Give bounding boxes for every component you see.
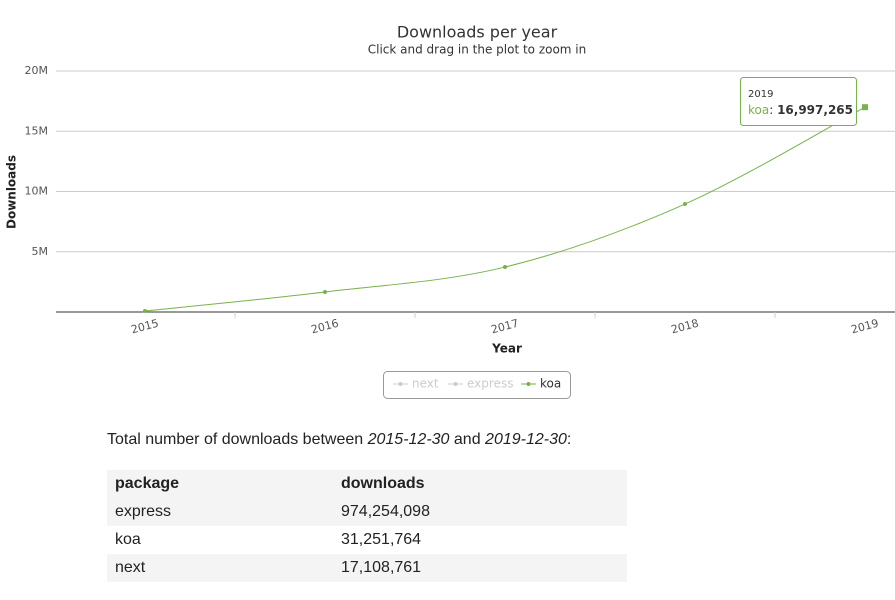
- summary-text: :: [566, 431, 572, 448]
- table-row: next 17,108,761: [107, 554, 627, 582]
- summary: Total number of downloads between 2015-1…: [107, 431, 571, 449]
- tooltip: 2019 koa: 16,997,265: [740, 77, 857, 126]
- line: [144, 106, 866, 312]
- x-axis-label: Year: [491, 342, 522, 356]
- legend-swatch-dot: [453, 382, 458, 386]
- table-cell: 31,251,764: [341, 531, 422, 548]
- table-row: express 974,254,098: [107, 498, 627, 526]
- summary-text: Total number of downloads between: [107, 431, 368, 448]
- y-tick-label: 5M: [32, 245, 49, 258]
- table-cell: next: [115, 559, 146, 576]
- legend-swatch-dot: [398, 382, 403, 386]
- y-tick-label: 15M: [25, 124, 49, 137]
- point: [683, 202, 687, 207]
- point: [503, 265, 507, 270]
- x-tick-label: 2017: [490, 317, 520, 337]
- tooltip-line: koa: 16,997,265: [748, 103, 853, 117]
- tooltip-category: 2019: [748, 89, 773, 100]
- legend-swatch-dot: [526, 382, 531, 386]
- table-cell: koa: [115, 531, 141, 548]
- header-cell: package: [115, 475, 180, 492]
- x-tick-label: 2019: [850, 317, 880, 337]
- point: [143, 309, 147, 314]
- legend-label: next: [412, 377, 439, 391]
- x-tick-label: 2016: [310, 317, 340, 337]
- table-row: koa 31,251,764: [107, 526, 627, 554]
- legend-label: express: [467, 377, 513, 391]
- end-date: 2019-12-30: [485, 431, 567, 448]
- start-date: 2015-12-30: [367, 431, 450, 448]
- y-tick-label: 10M: [25, 185, 49, 198]
- point: [323, 289, 327, 294]
- legend-label: koa: [540, 377, 561, 391]
- table-cell: 17,108,761: [341, 559, 422, 576]
- tooltip-colon: :: [769, 103, 777, 117]
- tooltip-box: [740, 77, 857, 126]
- x-tick-label: 2015: [130, 317, 160, 337]
- header-cell: downloads: [341, 475, 425, 492]
- x-tick-label: 2018: [670, 317, 700, 337]
- downloads-table: package downloads express 974,254,098 koa 31,…: [107, 470, 627, 582]
- chart-subtitle: Click and drag in the plot to zoom in: [368, 43, 587, 57]
- tooltip-value: 16,997,265: [777, 103, 853, 117]
- chart[interactable]: Downloads per year Click and drag in the…: [0, 0, 895, 420]
- chart-title: Downloads per year: [397, 23, 558, 42]
- summary-text: and: [449, 431, 486, 448]
- point: [862, 104, 868, 111]
- y-tick-label: 20M: [25, 64, 49, 77]
- table-cell: express: [115, 503, 172, 520]
- tooltip-series: koa: [748, 103, 769, 117]
- table-cell: 974,254,098: [341, 503, 430, 520]
- y-axis-label: Downloads: [5, 155, 19, 229]
- legend-box: [383, 371, 571, 399]
- header-row: package downloads: [107, 470, 627, 498]
